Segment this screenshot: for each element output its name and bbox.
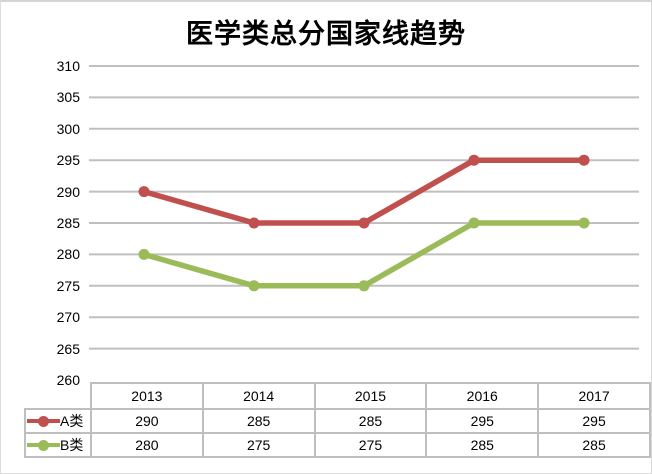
legend-key-icon: [27, 415, 60, 427]
year-header-cell: 2015: [313, 382, 428, 410]
table-row: A类 290 285 285 295 295: [24, 408, 651, 434]
value-cell: 275: [201, 432, 316, 458]
year-header-cell: 2016: [425, 382, 540, 410]
plot-area: [89, 65, 639, 350]
value-cell: 280: [89, 432, 204, 458]
y-axis-tick-label: 285: [56, 215, 80, 231]
data-point-marker: [578, 217, 590, 229]
value-cell: 275: [313, 432, 428, 458]
data-point-marker: [138, 248, 150, 260]
table-row: B类 280 275 275 285 285: [24, 432, 651, 458]
chart-data-table: 2013 2014 2015 2016 2017 A类 290 285 285 295 295 B类 2…: [24, 382, 651, 458]
chart-title: 医学类总分国家线趋势: [186, 19, 466, 49]
y-axis-tick-label: 300: [56, 120, 80, 137]
value-cell: 295: [425, 408, 540, 434]
legend-cell-A类: A类: [24, 408, 92, 434]
value-cell: 290: [89, 408, 204, 434]
y-axis-tick-label: 260: [56, 372, 80, 388]
data-point-marker: [358, 217, 370, 229]
y-axis-tick-label: 265: [56, 340, 80, 357]
data-point-marker: [358, 280, 370, 292]
year-header-cell: 2013: [89, 382, 204, 410]
value-cell: 285: [537, 432, 651, 458]
data-point-marker: [138, 186, 150, 198]
y-axis-tick-label: 290: [56, 183, 80, 200]
y-axis-tick-label: 275: [56, 277, 80, 294]
value-cell: 285: [425, 432, 540, 458]
y-axis-tick-label: 280: [56, 246, 80, 263]
legend-cell-B类: B类: [24, 432, 92, 458]
legend-label: A类: [60, 413, 84, 429]
value-cell: 285: [313, 408, 428, 434]
legend-key-icon: [27, 439, 60, 451]
y-axis-tick-label: 295: [56, 152, 80, 169]
value-cell: 295: [537, 408, 651, 434]
data-point-marker: [578, 154, 590, 166]
data-point-marker: [468, 217, 480, 229]
data-point-marker: [248, 280, 260, 292]
legend-label: B类: [60, 437, 84, 453]
value-cell: 285: [201, 408, 316, 434]
year-header-cell: 2017: [537, 382, 651, 410]
y-axis-tick-label: 270: [56, 309, 80, 326]
data-point-marker: [468, 154, 480, 166]
data-point-marker: [248, 217, 260, 229]
y-axis-tick-label: 305: [56, 89, 80, 106]
table-corner-cell: [25, 383, 91, 409]
year-header-cell: 2014: [201, 382, 316, 410]
y-axis-tick-label: 310: [56, 58, 80, 74]
